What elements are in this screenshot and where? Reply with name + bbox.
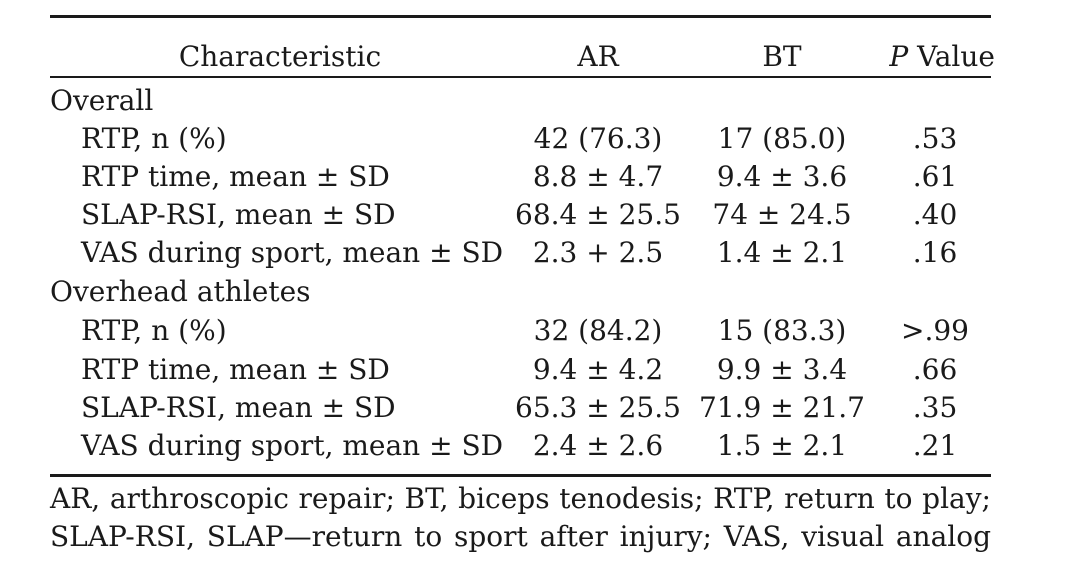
cell-bt: 74 ± 24.5: [712, 198, 852, 231]
cell-ar: 2.4 ± 2.6: [532, 429, 664, 462]
header-rule: [50, 76, 991, 78]
header-value-word: Value: [908, 40, 995, 73]
cell-ar: 68.4 ± 25.5: [515, 198, 681, 231]
cell-bt: 1.4 ± 2.1: [716, 236, 848, 269]
top-rule: [50, 15, 991, 18]
cell-ar: 32 (84.2): [533, 314, 663, 347]
cell-bt: 9.4 ± 3.6: [716, 160, 848, 193]
header-bt: BT: [762, 40, 802, 73]
cell-bt: 15 (83.3): [717, 314, 847, 347]
cell-ar: 9.4 ± 4.2: [532, 353, 664, 386]
cell-ar: 2.3 + 2.5: [532, 236, 664, 269]
cell-p-value: .66: [912, 353, 958, 386]
cell-p-value: >.99: [901, 314, 969, 347]
cell-bt: 71.9 ± 21.7: [699, 391, 865, 424]
group-label-overhead-athletes: Overhead athletes: [50, 275, 311, 308]
header-p-letter: P: [889, 40, 909, 73]
cell-p-value: .21: [912, 429, 958, 462]
header-ar: AR: [577, 40, 619, 73]
row-label: SLAP-RSI, mean ± SD: [81, 198, 396, 231]
cell-ar: 8.8 ± 4.7: [532, 160, 664, 193]
row-label: VAS during sport, mean ± SD: [81, 236, 504, 269]
group-label-overall: Overall: [50, 84, 154, 117]
row-label: RTP, n (%): [81, 122, 227, 155]
row-label: RTP time, mean ± SD: [81, 160, 390, 193]
row-label: VAS during sport, mean ± SD: [81, 429, 504, 462]
footnote-line-2: SLAP-RSI, SLAP—return to sport after inj…: [50, 520, 991, 553]
cell-ar: 42 (76.3): [533, 122, 663, 155]
row-label: RTP time, mean ± SD: [81, 353, 390, 386]
cell-p-value: .53: [912, 122, 958, 155]
cell-p-value: .35: [912, 391, 958, 424]
bottom-rule: [50, 474, 991, 477]
cell-p-value: .40: [912, 198, 958, 231]
cell-p-value: .16: [912, 236, 958, 269]
cell-bt: 1.5 ± 2.1: [716, 429, 848, 462]
footnote-line-1: AR, arthroscopic repair; BT, biceps teno…: [50, 482, 991, 515]
cell-p-value: .61: [912, 160, 958, 193]
row-label: RTP, n (%): [81, 314, 227, 347]
cell-bt: 9.9 ± 3.4: [716, 353, 848, 386]
row-label: SLAP-RSI, mean ± SD: [81, 391, 396, 424]
cell-ar: 65.3 ± 25.5: [515, 391, 681, 424]
header-p-value: P Value: [870, 41, 995, 73]
cell-bt: 17 (85.0): [717, 122, 847, 155]
header-characteristic: Characteristic: [178, 40, 382, 73]
